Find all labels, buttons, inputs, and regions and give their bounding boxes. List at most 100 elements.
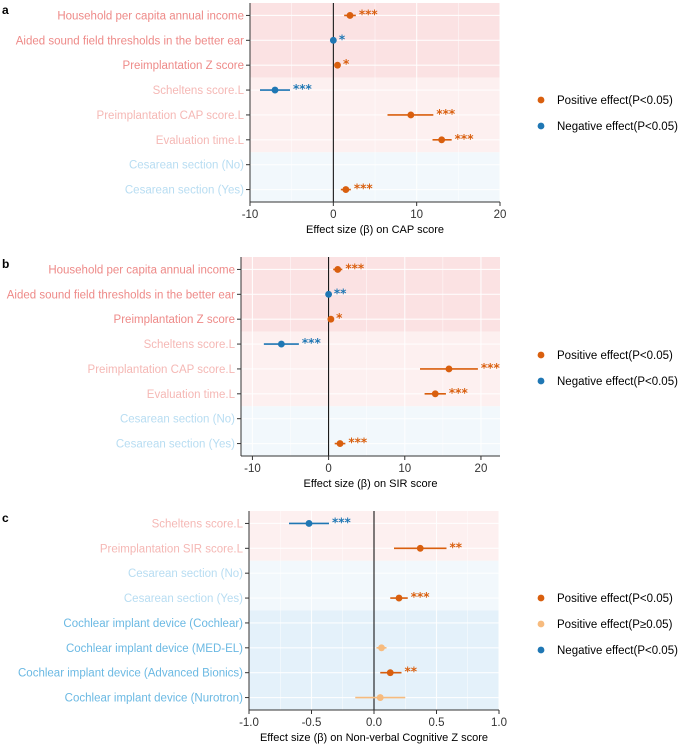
legend-label: Negative effect(P<0.05) [557, 376, 678, 388]
row-label: Scheltens score.L [152, 518, 244, 530]
significance-stars: *** [345, 261, 365, 275]
row-label: Cesarean section (Yes) [125, 185, 244, 197]
x-tick-label: 20 [475, 463, 488, 475]
row-label: Cochlear implant device (MED-EL) [66, 643, 243, 655]
x-tick-label: -10 [242, 209, 259, 221]
row-label: Scheltens score.L [153, 85, 245, 97]
x-axis-title: Effect size (β) on SIR score [304, 478, 438, 490]
row-label: Scheltens score.L [144, 339, 236, 351]
panel-a: a -10 0 10 20 Effect size (β) on CAP score Hou… [2, 3, 678, 236]
row-label: Cesarean section (Yes) [124, 593, 243, 605]
significance-stars: *** [359, 7, 379, 21]
point-estimate [334, 266, 342, 273]
significance-stars: * [339, 32, 346, 46]
row-label: Cesarean section (Yes) [116, 439, 235, 451]
point-estimate [376, 694, 384, 701]
significance-stars: ** [405, 665, 418, 679]
point-estimate [342, 186, 350, 193]
legend-label: Positive effect(P<0.05) [557, 350, 673, 362]
legend-marker [537, 377, 545, 385]
significance-stars: * [343, 57, 350, 71]
point-estimate [271, 86, 279, 94]
significance-stars: *** [411, 590, 431, 604]
row-label: Cochlear implant device (Advanced Bionic… [18, 668, 243, 680]
point-estimate [445, 365, 453, 373]
panel-b: b -10 0 10 20 Effect size (β) on SIR score Hou… [2, 257, 678, 490]
significance-stars: * [336, 311, 343, 325]
point-estimate [346, 12, 354, 19]
x-tick-label: 0.5 [429, 717, 445, 729]
x-tick-label: 1.0 [491, 717, 507, 729]
point-estimate [305, 520, 313, 527]
x-tick-label: -0.5 [302, 717, 322, 729]
x-axis-title: Effect size (β) on CAP score [306, 224, 444, 236]
row-label: Preimplantation SIR score.L [100, 543, 244, 555]
x-axis-title: Effect size (β) on Non-verbal Cognitive … [260, 732, 488, 744]
group-band-lightblue [241, 406, 500, 456]
row-label: Evaluation time.L [156, 135, 245, 147]
legend-marker [537, 96, 545, 104]
point-estimate [334, 61, 341, 69]
panel-letter: b [2, 257, 9, 271]
row-label: Evaluation time.L [147, 389, 236, 401]
x-tick-label: 20 [494, 209, 507, 221]
significance-stars: ** [450, 540, 463, 554]
row-label: Cesarean section (No) [128, 568, 243, 580]
significance-stars: *** [293, 82, 313, 96]
row-label: Cesarean section (No) [120, 414, 235, 426]
x-tick-label: 0 [325, 463, 331, 475]
row-label: Preimplantation CAP score.L [88, 364, 236, 376]
significance-stars: *** [332, 515, 352, 529]
point-estimate [336, 440, 344, 447]
significance-stars: *** [449, 386, 469, 400]
legend-marker [537, 351, 545, 359]
point-estimate [329, 36, 337, 44]
x-tick-label: 10 [410, 209, 423, 221]
x-tick-label: 10 [398, 463, 411, 475]
point-estimate [395, 594, 403, 602]
row-label: Cochlear implant device (Nurotron) [65, 693, 243, 705]
x-tick-label: -10 [244, 463, 261, 475]
row-label: Preimplantation CAP score.L [97, 110, 245, 122]
row-label: Preimplantation Z score [114, 314, 235, 326]
significance-stars: ** [334, 286, 347, 300]
row-label: Household per capita annual income [57, 10, 244, 22]
significance-stars: *** [348, 436, 368, 450]
significance-stars: *** [455, 132, 475, 146]
panel-letter: a [2, 3, 9, 17]
legend-marker [537, 620, 545, 628]
legend-marker [537, 646, 545, 654]
point-estimate [325, 290, 333, 298]
point-estimate [327, 315, 335, 323]
row-label: Cesarean section (No) [129, 160, 244, 172]
significance-stars: *** [302, 336, 322, 350]
row-label: Preimplantation Z score [123, 60, 244, 72]
row-label: Cochlear implant device (Cochlear) [63, 618, 243, 630]
legend-marker [537, 594, 545, 602]
point-estimate [277, 340, 285, 348]
legend-label: Positive effect(P≥0.05) [557, 619, 673, 631]
legend-label: Negative effect(P<0.05) [557, 121, 678, 133]
panel-letter: c [2, 511, 9, 525]
row-label: Household per capita annual income [48, 264, 235, 276]
x-tick-label: 0.0 [366, 717, 382, 729]
point-estimate [386, 669, 394, 677]
row-label: Aided sound field thresholds in the bett… [16, 35, 244, 47]
point-estimate [407, 111, 415, 119]
legend-label: Positive effect(P<0.05) [557, 593, 673, 605]
significance-stars: *** [436, 107, 456, 121]
row-label: Aided sound field thresholds in the bett… [7, 289, 235, 301]
significance-stars: *** [354, 182, 374, 196]
point-estimate [416, 544, 424, 552]
point-estimate [438, 136, 446, 144]
point-estimate [431, 390, 439, 398]
legend-label: Positive effect(P<0.05) [557, 95, 673, 107]
legend-marker [537, 122, 545, 130]
x-tick-label: -1.0 [239, 717, 259, 729]
x-tick-label: 0 [330, 209, 336, 221]
point-estimate [378, 644, 385, 652]
significance-stars: *** [481, 361, 501, 375]
legend-label: Negative effect(P<0.05) [557, 645, 678, 657]
